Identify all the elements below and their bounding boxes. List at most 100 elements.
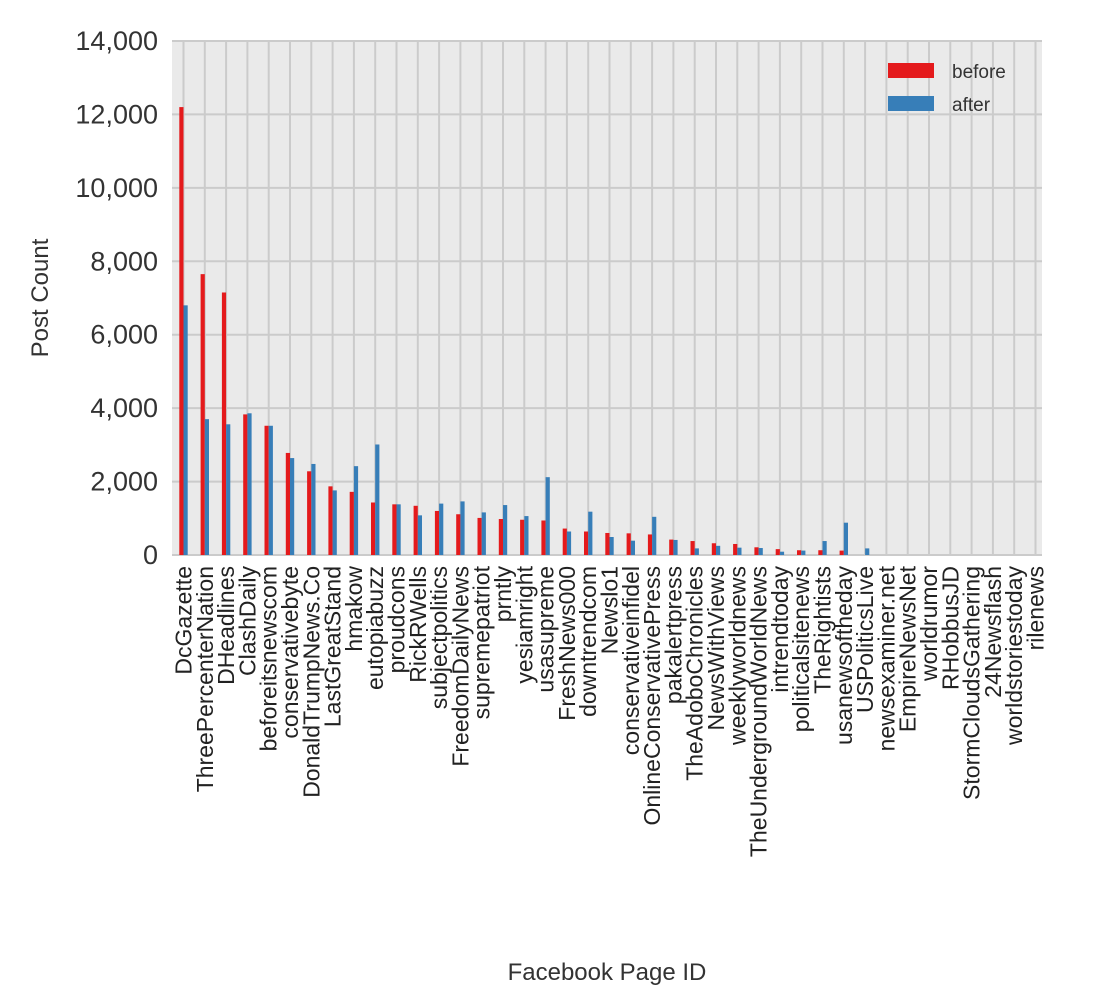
bar-before [200, 274, 205, 555]
x-tick-labels: DcGazetteThreePercenterNationDHeadlinesC… [171, 565, 1049, 857]
x-tick-label: LastGreatStand [320, 566, 346, 727]
bar-after [204, 419, 209, 555]
bar-before [711, 543, 716, 555]
y-tick-label: 6,000 [90, 320, 158, 350]
bar-before [647, 534, 653, 555]
bar-after [566, 531, 572, 555]
x-tick-label: rilenews [1023, 566, 1049, 650]
x-tick-label: politicalsitenews [788, 566, 814, 732]
bar-after [353, 466, 359, 555]
bar-after [779, 551, 785, 555]
bar-after [460, 501, 465, 555]
bar-before [797, 550, 802, 555]
bar-before [520, 519, 525, 555]
bar-before [541, 520, 546, 555]
bar-after [247, 413, 252, 555]
bars-group [179, 107, 870, 555]
x-tick-label: NewsWithViews [703, 566, 729, 730]
y-axis-title: Post Count [27, 238, 54, 357]
x-tick-label: newsexaminer.net [873, 565, 899, 751]
x-tick-label: subjectpolitics [426, 566, 452, 709]
bar-after [375, 444, 380, 555]
bar-after [588, 511, 593, 555]
x-tick-label: ClashDaily [234, 566, 260, 676]
bar-before [371, 502, 376, 555]
plot-background [172, 41, 1042, 555]
bar-after [226, 424, 231, 555]
y-tick-label: 8,000 [90, 246, 158, 276]
y-tick-label: 12,000 [75, 99, 158, 129]
legend-label-before: before [952, 62, 1006, 83]
bar-before [669, 539, 674, 555]
x-tick-label: TheAdoboChronicles [682, 566, 708, 781]
bar-before [264, 425, 269, 555]
bar-before [392, 504, 397, 555]
y-tick-label: 0 [143, 540, 158, 570]
x-tick-label: RickRWells [405, 566, 431, 683]
bar-after [716, 545, 721, 555]
x-tick-label: FreedomDailyNews [447, 566, 473, 767]
bar-after [758, 548, 763, 555]
bar-after [737, 547, 742, 555]
bar-after [268, 425, 273, 555]
y-tick-labels: 0 2,000 4,000 6,000 8,000 10,000 12,000 14,000 [75, 26, 158, 570]
x-tick-label: downtrendcom [575, 566, 601, 717]
bar-after [439, 503, 444, 555]
bar-before [690, 541, 695, 555]
x-tick-label: StormCloudsGathering [959, 566, 985, 800]
x-axis-title: Facebook Page ID [508, 959, 707, 986]
bar-after [290, 458, 295, 555]
x-tick-label: DonaldTrumpNews.Co [298, 566, 324, 798]
bar-before [307, 471, 312, 555]
y-tick-label: 4,000 [90, 393, 158, 423]
bar-before [562, 528, 567, 555]
bar-after [865, 548, 870, 555]
bar-after [822, 541, 827, 555]
x-tick-label: conservativeinfidel [618, 566, 644, 755]
x-tick-label: USPoliticsLive [852, 566, 878, 713]
x-tick-label: RHobbusJD [937, 566, 963, 690]
x-tick-label: usasupreme [533, 566, 559, 693]
x-tick-label: 24Newsflash [980, 566, 1006, 698]
x-tick-label: yesiamright [511, 565, 537, 683]
bar-before [413, 505, 418, 555]
bar-after [609, 537, 614, 555]
x-tick-label: FreshNews000 [554, 566, 580, 721]
bar-before [243, 414, 248, 555]
bar-before [733, 543, 738, 555]
bar-after [673, 539, 678, 555]
x-tick-label: EmpireNewsNet [895, 565, 921, 732]
bar-before [328, 486, 333, 555]
x-tick-label: DHeadlines [213, 566, 239, 685]
bar-before [285, 452, 290, 555]
x-tick-label: intrendtoday [767, 566, 793, 693]
bar-after [417, 515, 422, 555]
y-tick-label: 2,000 [90, 467, 158, 497]
x-tick-label: prntly [490, 566, 516, 623]
x-tick-label: eutopiabuzz [362, 566, 388, 690]
legend-label-after: after [952, 95, 991, 116]
bar-after [524, 516, 529, 555]
bar-before [179, 107, 184, 555]
y-tick-label: 14,000 [75, 26, 158, 56]
x-tick-label: proudcons [384, 566, 410, 673]
bar-after [843, 522, 848, 555]
bar-before [477, 517, 482, 555]
bar-before [775, 549, 780, 555]
bar-after [503, 505, 508, 555]
bar-after [801, 550, 806, 555]
bar-before [434, 510, 440, 555]
x-tick-label: TheRightists [810, 566, 836, 694]
legend-swatch-before [888, 63, 934, 78]
bar-after [481, 512, 486, 555]
x-tick-label: hmakow [341, 566, 367, 652]
x-tick-label: beforeitsnewscom [256, 566, 282, 751]
bar-before [456, 514, 461, 555]
x-tick-label: weeklyworldnews [724, 566, 750, 746]
bar-after [183, 305, 188, 555]
x-tick-label: supremepatriot [469, 565, 495, 719]
bar-before [584, 531, 589, 555]
x-tick-label: worldstoriestoday [1001, 565, 1027, 745]
bar-after [694, 548, 699, 555]
